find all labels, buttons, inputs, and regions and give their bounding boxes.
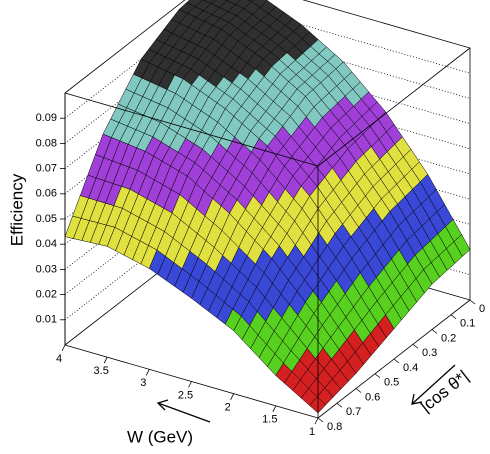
y-tick [450, 314, 457, 320]
grid-line [216, 0, 471, 74]
y-tick [412, 343, 419, 349]
x-tick-label: 3 [140, 377, 146, 389]
x-tick [145, 369, 150, 376]
y-tick [355, 388, 362, 393]
x-tick-label: 3.5 [94, 365, 109, 377]
y-tick [431, 329, 438, 334]
x-tick [103, 356, 108, 364]
x-tick [188, 381, 192, 388]
x-arrow [156, 399, 211, 423]
x-tick-label: 2 [225, 402, 231, 414]
x-tick [230, 393, 235, 400]
z-tick-label: 0.01 [36, 314, 57, 326]
z-tick-label: 0.05 [36, 213, 57, 225]
y-tick-label: 0.2 [441, 332, 456, 344]
y-tick [393, 358, 400, 364]
box-edge [64, 92, 319, 167]
x-axis-title: W (GeV) [127, 427, 193, 446]
y-tick-label: 0 [479, 303, 485, 315]
z-tick-label: 0.06 [36, 188, 57, 200]
x-tick [61, 344, 66, 352]
x-tick [272, 405, 277, 413]
x-tick-label: 4 [56, 353, 62, 365]
y-arrow [411, 364, 456, 405]
box-edge [317, 47, 471, 167]
y-tick-label: 0.1 [460, 318, 475, 330]
y-tick-label: 0.5 [384, 377, 399, 389]
grid-line [216, 75, 471, 150]
z-tick-label: 0.04 [36, 238, 57, 250]
x-tick-label: 1 [309, 426, 315, 438]
y-tick [317, 417, 324, 423]
y-tick-label: 0.4 [403, 362, 418, 374]
grid-line [216, 100, 471, 175]
y-tick-label: 0.6 [365, 391, 380, 403]
z-tick-label: 0.09 [36, 112, 57, 124]
y-tick-label: 0.3 [422, 347, 437, 359]
z-tick-label: 0.02 [36, 289, 57, 301]
y-tick-label: 0.8 [327, 421, 342, 433]
z-tick-label: 0.03 [36, 263, 57, 275]
y-tick [374, 373, 381, 379]
y-tick-label: 0.7 [346, 406, 361, 418]
z-tick-label: 0.07 [36, 163, 57, 175]
grid-line [216, 50, 471, 124]
grid-line [216, 25, 471, 99]
z-tick-label: 0.08 [36, 137, 57, 149]
y-tick [469, 299, 476, 305]
y-tick [336, 402, 343, 408]
x-tick-label: 2.5 [178, 389, 193, 401]
x-tick [314, 417, 319, 425]
z-axis-title: Efficiency [7, 173, 26, 246]
x-tick-label: 1.5 [262, 414, 277, 426]
